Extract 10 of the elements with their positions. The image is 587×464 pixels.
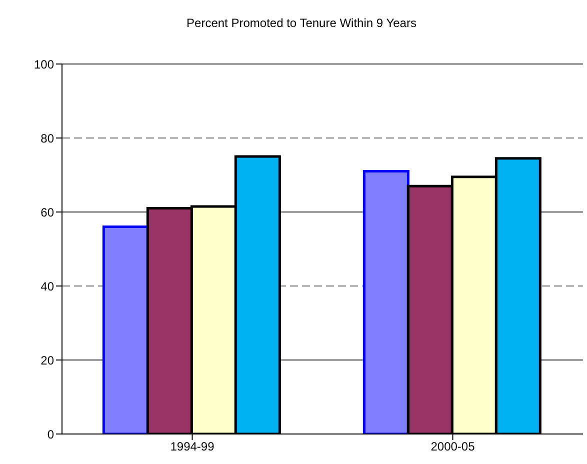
- chart-title: Percent Promoted to Tenure Within 9 Years: [186, 15, 418, 32]
- y-tick-label: 100: [34, 57, 54, 72]
- y-tick-label: 20: [40, 353, 54, 368]
- y-tick-label: 80: [40, 131, 54, 146]
- y-tick-label: 60: [40, 205, 54, 220]
- y-tick-label: 0: [47, 427, 54, 442]
- bar: [362, 170, 410, 434]
- x-tick-label: 1994-99: [170, 440, 215, 454]
- x-tick-label: 2000-05: [430, 440, 476, 454]
- y-tick-label: 40: [40, 279, 54, 294]
